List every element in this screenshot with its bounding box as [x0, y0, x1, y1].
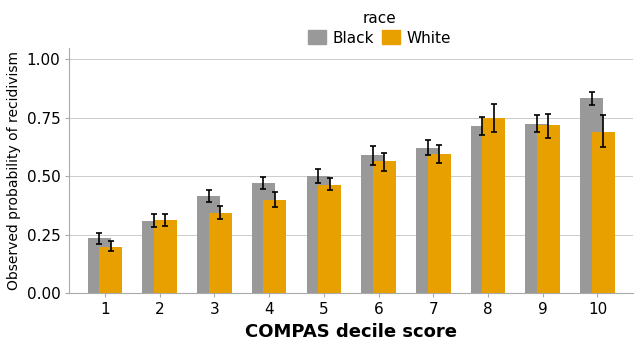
Bar — [99, 247, 122, 293]
Bar — [592, 132, 614, 293]
Bar — [483, 118, 505, 293]
Legend: Black, White: Black, White — [308, 11, 451, 46]
Bar — [580, 98, 604, 293]
Bar — [471, 126, 493, 293]
X-axis label: COMPAS decile score: COMPAS decile score — [245, 323, 457, 341]
Bar — [372, 161, 396, 293]
Bar — [263, 200, 286, 293]
Bar — [525, 124, 548, 293]
Bar — [416, 148, 439, 293]
Bar — [154, 220, 177, 293]
Bar — [252, 183, 275, 293]
Y-axis label: Observed probability of recidivism: Observed probability of recidivism — [7, 51, 21, 290]
Bar — [537, 125, 560, 293]
Bar — [197, 196, 220, 293]
Bar — [318, 184, 341, 293]
Bar — [362, 155, 384, 293]
Bar — [209, 213, 232, 293]
Bar — [142, 221, 165, 293]
Bar — [428, 154, 451, 293]
Bar — [307, 176, 330, 293]
Bar — [88, 238, 111, 293]
